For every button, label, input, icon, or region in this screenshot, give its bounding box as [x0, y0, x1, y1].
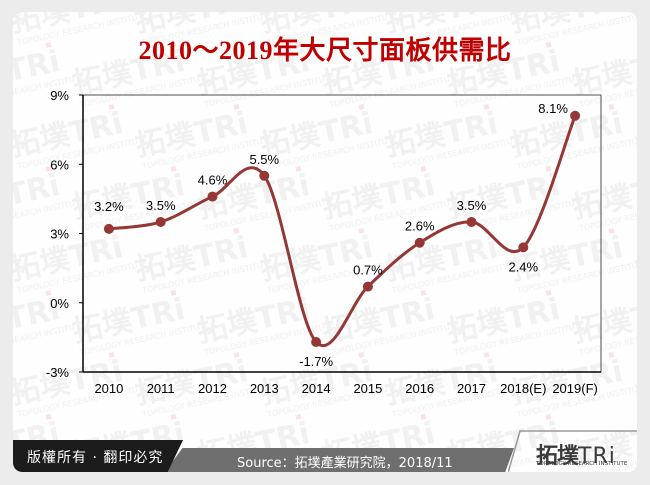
y-tick-label: 0% — [50, 296, 69, 311]
data-point — [207, 191, 218, 202]
series-line — [108, 115, 577, 347]
svg-text:拓墣TRi: 拓墣TRi — [632, 230, 637, 288]
logo-text: 拓墣TRi — [536, 444, 616, 469]
data-point — [311, 336, 322, 347]
x-tick-label: 2014 — [302, 381, 331, 396]
data-point — [518, 242, 529, 253]
source-bar: Source：拓墣產業研究院，2018/11 — [165, 448, 514, 472]
data-point — [466, 216, 477, 227]
plot-area — [82, 94, 602, 373]
chart-title: 2010～2019年大尺寸面板供需比 — [138, 36, 512, 65]
data-label: 3.2% — [94, 199, 124, 214]
data-label: 2.6% — [405, 219, 435, 234]
y-tick-label: 9% — [50, 88, 69, 103]
data-label: -1.7% — [299, 354, 333, 369]
tri-logo: 拓墣TRi TOPOLOGY RESEARCH INSTITUTE — [536, 440, 636, 470]
data-point — [362, 281, 373, 292]
data-point — [155, 216, 166, 227]
data-label: 3.5% — [457, 198, 487, 213]
logo-frame-line — [508, 430, 637, 472]
logo-subtitle: TOPOLOGY RESEARCH INSTITUTE — [536, 461, 628, 467]
x-tick-label: 2019(F) — [552, 381, 598, 396]
data-label: 3.5% — [146, 198, 176, 213]
x-tick-label: 2011 — [147, 381, 175, 396]
x-tick-label: 2013 — [250, 381, 279, 396]
x-tick-label: 2012 — [198, 381, 227, 396]
data-point — [570, 110, 581, 121]
x-tick-label: 2016 — [405, 381, 434, 396]
y-tick-label: 6% — [50, 157, 69, 172]
x-tick-label: 2015 — [353, 381, 382, 396]
line-chart: -3% 0% 3% 6% 9% 2010 2011 2012 2013 2014 2015 2016 2… — [46, 88, 602, 396]
copyright-bar: 版權所有 · 翻印必究 — [13, 440, 183, 472]
data-point — [103, 223, 114, 234]
svg-text:拓墣TRi: 拓墣TRi — [632, 354, 637, 412]
data-point — [259, 170, 270, 181]
x-tick-label: 2017 — [457, 381, 486, 396]
data-label: 0.7% — [353, 263, 383, 278]
y-tick-label: -3% — [46, 365, 70, 380]
data-label: 8.1% — [538, 101, 568, 116]
x-tick-label: 2018(E) — [500, 381, 546, 396]
svg-text:拓墣TRi: 拓墣TRi — [632, 106, 637, 164]
copyright-text: 版權所有 · 翻印必究 — [27, 450, 164, 466]
source-text: Source：拓墣產業研究院，2018/11 — [237, 456, 453, 471]
data-point — [414, 237, 425, 248]
data-label: 5.5% — [249, 152, 279, 167]
data-label: 4.6% — [198, 173, 228, 188]
data-label: 2.4% — [508, 259, 538, 274]
x-tick-label: 2010 — [94, 381, 123, 396]
y-tick-label: 3% — [50, 227, 69, 242]
